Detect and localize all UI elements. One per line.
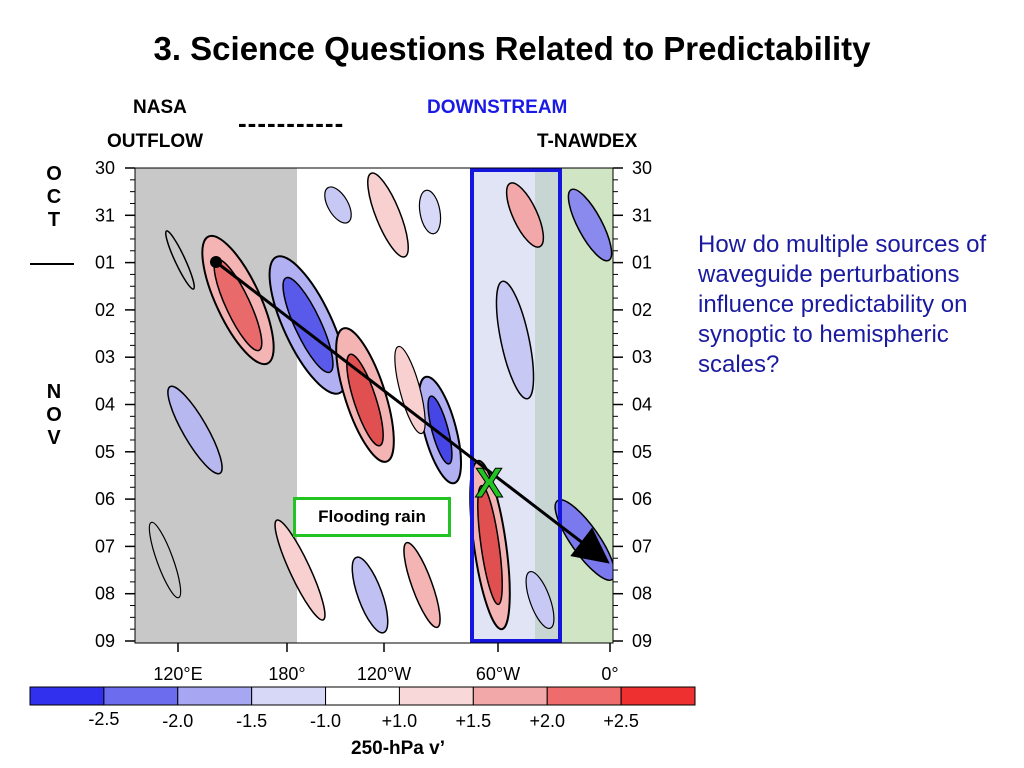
y-tick-label: 07 [95,536,115,556]
field-layer [135,168,613,643]
month-letter: V [47,427,61,449]
colorbar-swatch [546,686,622,706]
contour-positive [367,172,409,258]
y-tick-label: 02 [95,300,115,320]
contour-positive [346,353,384,447]
contour-positive [403,541,441,629]
nasa-label: NASA [133,97,187,118]
y-tick-label: 30 [632,158,652,178]
y-tick-label: 03 [632,347,652,367]
contour-negative [282,276,334,374]
outflow-label: OUTFLOW [107,131,204,152]
propagation-arrow [215,260,610,564]
x-marker: X [475,459,503,506]
contour-negative [495,280,535,400]
y-tick-label: 05 [95,442,115,462]
x-tick-label: 180° [268,664,305,684]
y-tick-label: 06 [632,489,652,509]
contour-negative [167,385,223,475]
y-tick-label: 09 [95,631,115,651]
contour-negative [567,188,613,262]
slide-title: 3. Science Questions Related to Predicta… [153,30,871,67]
x-tick-label: 120°E [153,664,202,684]
colorbar-swatch [29,686,105,706]
science-question: How do multiple sources of waveguide per… [698,231,987,378]
month-letter: O [46,163,62,185]
y-tick-label: 04 [95,395,115,415]
month-letter: O [46,404,62,426]
contour-negative [148,521,182,599]
colorbar-swatch [620,686,696,706]
contour-negative [164,230,196,290]
colorbar-swatch [103,686,179,706]
colorbar-tick-label: -1.0 [310,711,341,731]
contour-positive [274,519,326,621]
colorbar-tick-label: +1.5 [456,711,492,731]
month-letter: C [46,186,62,208]
downstream-label: DOWNSTREAM [427,97,568,118]
plot-frame [134,167,614,644]
y-tick-label: 01 [632,253,652,273]
colorbar-swatch [398,686,474,706]
month-letter: T [47,209,61,231]
dash-separator: ----------- [238,108,345,138]
y-tick-label: 02 [632,300,652,320]
y-tick-label: 31 [95,205,115,225]
tnawdex-label: T-NAWDEX [537,131,638,152]
contour-positive [394,345,426,435]
y-tick-label: 08 [95,584,115,604]
y-axis-right: 30 31 01 02 03 04 05 06 07 08 09 [613,158,652,651]
x-tick-label: 60°W [476,664,520,684]
y-tick-label: 09 [632,631,652,651]
colorbar-tick-label: +1.0 [382,711,418,731]
colorbar-label: 250-hPa v’ [351,738,445,759]
colorbar [29,686,696,706]
x-tick-label: 0° [601,664,618,684]
y-tick-label: 30 [95,158,115,178]
colorbar-swatch [325,686,400,706]
contour-negative [418,189,442,235]
colorbar-swatch [472,686,548,706]
colorbar-swatch [251,686,327,706]
contour-positive [505,182,545,248]
colorbar-tick-labels: -2.5 -2.0 -1.5 -1.0 +1.0 +1.5 +2.0 +2.5 [88,709,639,731]
y-tick-label: 05 [632,442,652,462]
y-tick-label: 04 [632,395,652,415]
colorbar-swatch [177,686,253,706]
y-tick-label: 01 [95,253,115,273]
contour-negative [351,556,389,634]
downstream-box [470,168,562,643]
y-axis-left: 30 31 01 02 03 04 05 06 07 08 09 [95,158,135,651]
flooding-rain-label: Flooding rain [293,497,451,537]
contour-positive [477,484,503,606]
colorbar-tick-label: -2.0 [162,711,193,731]
month-oct: O C T [44,163,64,232]
y-tick-label: 03 [95,347,115,367]
contour-negative [525,571,555,629]
month-nov: N O V [44,381,64,450]
y-tick-label: 31 [632,205,652,225]
x-tick-label: 120°W [357,664,411,684]
colorbar-tick-label: +2.0 [529,711,565,731]
contour-negative [427,395,453,465]
colorbar-tick-label: -1.5 [236,711,267,731]
y-tick-label: 08 [632,584,652,604]
month-letter: N [46,381,62,403]
colorbar-tick-label: -2.5 [88,709,119,729]
y-tick-label: 06 [95,489,115,509]
anomaly-contours [148,172,613,634]
x-axis: 120°E 180° 120°W 60°W 0° [153,643,619,684]
y-tick-label: 07 [632,536,652,556]
colorbar-tick-label: +2.5 [603,711,639,731]
contour-negative [324,186,352,224]
